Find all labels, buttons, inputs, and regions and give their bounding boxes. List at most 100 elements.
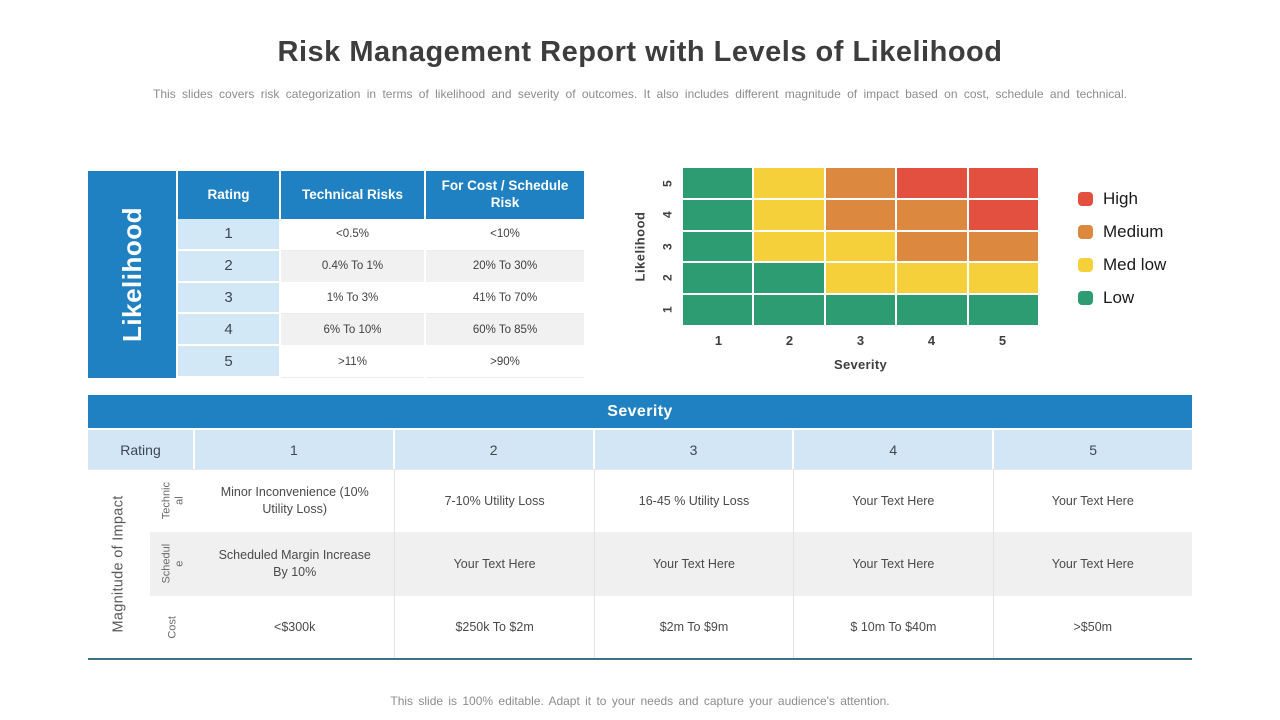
matrix-cell-l1-s5 xyxy=(968,295,1038,325)
legend-swatch xyxy=(1078,192,1093,206)
severity-rating-value: 5 xyxy=(994,430,1192,469)
matrix-cell-l3-s4 xyxy=(897,231,967,262)
cost-schedule-cell: <10% xyxy=(426,219,584,251)
severity-cell: $250k To $2m xyxy=(394,596,594,658)
heatmap-x-axis-title: Severity xyxy=(834,357,887,372)
matrix-cell-l3-s5 xyxy=(968,231,1038,262)
matrix-cell-l5-s3 xyxy=(825,168,896,198)
severity-cell: Your Text Here xyxy=(394,532,594,596)
matrix-cell-l3-s3 xyxy=(825,231,896,262)
severity-rating-value: 1 xyxy=(195,430,393,469)
severity-cell: $ 10m To $40m xyxy=(793,596,993,658)
severity-rating-label: Rating xyxy=(88,430,193,469)
x-tick: 2 xyxy=(785,333,794,348)
matrix-cell-l3-s2 xyxy=(754,231,824,262)
severity-cell: >$50m xyxy=(992,596,1192,658)
matrix-cell-l4-s3 xyxy=(825,199,896,230)
page-subtitle: This slides covers risk categorization i… xyxy=(153,87,1127,101)
legend-swatch xyxy=(1078,291,1093,305)
table-row: 5 >11% >90% xyxy=(178,346,584,378)
y-tick: 3 xyxy=(660,243,674,250)
table-row: 3 1% To 3% 41% To 70% xyxy=(178,282,584,315)
technical-cell: >11% xyxy=(281,346,424,378)
heatmap-x-ticks: 1 2 3 4 5 xyxy=(683,333,1038,348)
matrix-cell-l1-s2 xyxy=(754,295,824,325)
matrix-cell-l2-s4 xyxy=(897,263,967,294)
likelihood-header-rating: Rating xyxy=(178,171,279,219)
legend-swatch xyxy=(1078,225,1093,239)
legend-label: Med low xyxy=(1103,255,1167,274)
matrix-cell-l4-s2 xyxy=(754,199,824,230)
magnitude-of-impact-text: Magnitude of Impact xyxy=(111,495,128,633)
likelihood-side-band: Likelihood xyxy=(88,171,176,378)
severity-table: Severity Rating 1 2 3 4 5 Magnitude of I… xyxy=(88,395,1192,660)
table-row: 2 0.4% To 1% 20% To 30% xyxy=(178,250,584,283)
likelihood-header-technical: Technical Risks xyxy=(281,171,424,219)
cost-schedule-cell: 60% To 85% xyxy=(426,314,584,347)
severity-cell: 16-45 % Utility Loss xyxy=(593,469,794,532)
likelihood-table: Likelihood Rating Technical Risks For Co… xyxy=(88,171,584,378)
rating-cell: 1 xyxy=(178,219,279,251)
severity-cell: Minor Inconvenience (10% Utility Loss) xyxy=(195,469,395,532)
legend-swatch xyxy=(1078,258,1093,272)
heatmap-grid xyxy=(683,168,1038,325)
x-tick: 5 xyxy=(998,333,1007,348)
matrix-cell-l3-s1 xyxy=(683,231,753,262)
technical-cell: <0.5% xyxy=(281,219,424,251)
likelihood-table-grid: Rating Technical Risks For Cost / Schedu… xyxy=(178,171,584,378)
rating-cell: 4 xyxy=(178,314,279,347)
matrix-cell-l5-s1 xyxy=(683,168,753,198)
severity-table-header: Severity xyxy=(88,395,1192,428)
severity-cell: Your Text Here xyxy=(992,532,1192,596)
legend-item-medium: Medium xyxy=(1078,222,1166,242)
severity-table-body: Magnitude of Impact Technical Minor Inco… xyxy=(88,469,1192,660)
legend-item-low: Low xyxy=(1078,288,1166,308)
severity-rating-row: Rating 1 2 3 4 5 xyxy=(88,430,1192,469)
matrix-cell-l2-s3 xyxy=(825,263,896,294)
matrix-cell-l4-s5 xyxy=(968,199,1038,230)
legend-label: Medium xyxy=(1103,222,1164,241)
magnitude-of-impact-label: Magnitude of Impact xyxy=(88,469,150,658)
matrix-cell-l2-s2 xyxy=(754,263,824,294)
cost-schedule-cell: 41% To 70% xyxy=(426,282,584,315)
table-row: 4 6% To 10% 60% To 85% xyxy=(178,314,584,347)
severity-cell: Your Text Here xyxy=(793,532,993,596)
row-label-cost: Cost xyxy=(150,596,195,658)
table-row: 1 <0.5% <10% xyxy=(178,219,584,251)
y-tick: 4 xyxy=(660,211,674,219)
likelihood-side-label: Likelihood xyxy=(116,207,147,342)
matrix-cell-l4-s4 xyxy=(897,199,967,230)
page-title: Risk Management Report with Levels of Li… xyxy=(277,36,1003,68)
matrix-cell-l4-s1 xyxy=(683,199,753,230)
matrix-cell-l1-s3 xyxy=(825,295,896,325)
severity-cell: Your Text Here xyxy=(593,532,794,596)
matrix-cell-l5-s5 xyxy=(968,168,1038,198)
row-label-cost-text: Cost xyxy=(166,615,179,639)
legend-item-med-low: Med low xyxy=(1078,255,1166,275)
matrix-cell-l2-s1 xyxy=(683,263,753,294)
rating-cell: 3 xyxy=(178,282,279,315)
legend-label: High xyxy=(1103,189,1138,208)
heatmap-y-ticks: 5 4 3 2 1 xyxy=(658,168,676,325)
legend-item-high: High xyxy=(1078,189,1166,209)
heatmap-y-axis-title: Likelihood xyxy=(630,168,650,325)
technical-cell: 0.4% To 1% xyxy=(281,250,424,283)
severity-cell: $2m To $9m xyxy=(593,596,794,658)
severity-cell: 7-10% Utility Loss xyxy=(394,469,594,532)
footer-note: This slide is 100% editable. Adapt it to… xyxy=(390,694,890,708)
rating-cell: 2 xyxy=(178,250,279,283)
heatmap-y-axis-title-text: Likelihood xyxy=(632,211,648,282)
heatmap-legend: High Medium Med low Low xyxy=(1078,189,1166,308)
rating-cell: 5 xyxy=(178,346,279,378)
technical-cell: 1% To 3% xyxy=(281,282,424,315)
severity-rating-value: 3 xyxy=(594,430,793,469)
cost-schedule-cell: 20% To 30% xyxy=(426,250,584,283)
y-tick: 5 xyxy=(660,180,674,188)
severity-rating-value: 2 xyxy=(394,430,593,469)
y-tick: 2 xyxy=(660,274,674,282)
x-tick: 4 xyxy=(927,333,936,348)
likelihood-header-cost-schedule: For Cost / Schedule Risk xyxy=(426,171,584,219)
row-label-technical: Technical xyxy=(150,469,195,532)
row-label-schedule-text: Schedule xyxy=(159,544,185,584)
